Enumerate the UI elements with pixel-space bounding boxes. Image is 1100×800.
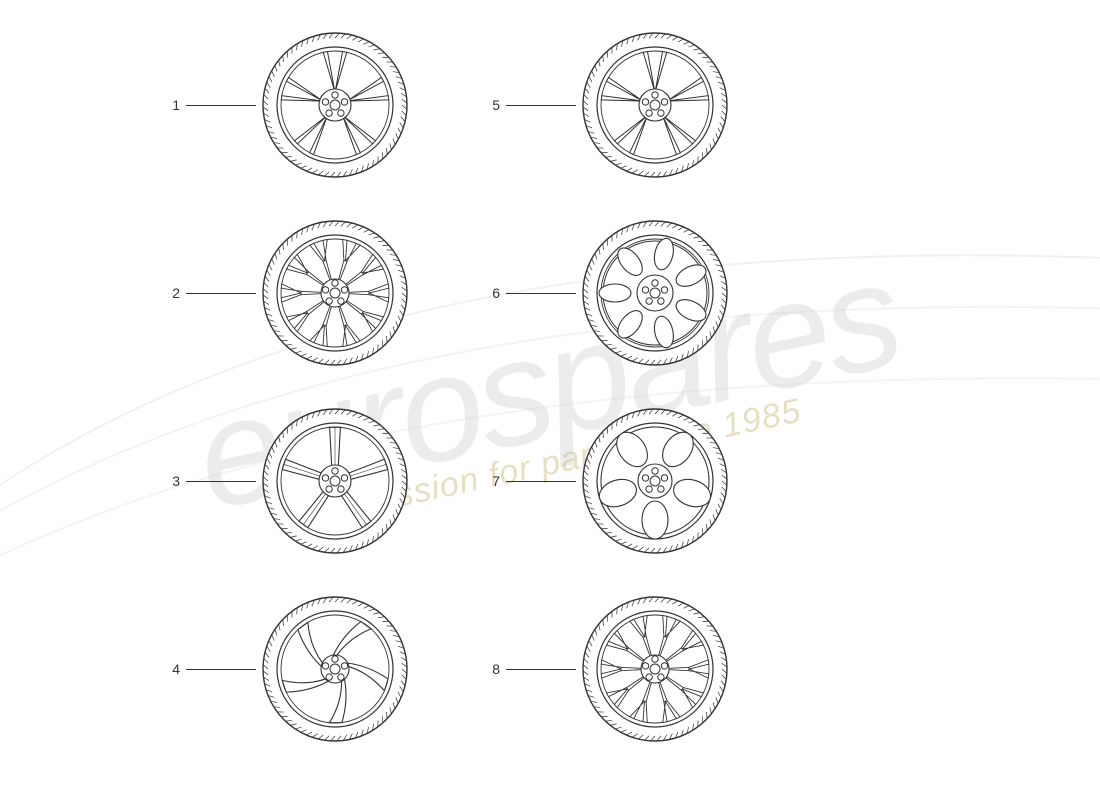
callout-line xyxy=(506,105,576,106)
callout-number: 6 xyxy=(484,285,500,301)
wheel-grid: 1 2 3 4 5 6 7 8 xyxy=(0,0,1100,800)
callout-number: 8 xyxy=(484,661,500,677)
callout-line xyxy=(186,293,256,294)
callout-line xyxy=(506,669,576,670)
wheel-cell-2: 2 xyxy=(164,218,410,368)
callout-line xyxy=(506,293,576,294)
wheel-round5-icon xyxy=(580,406,730,556)
callout-line xyxy=(186,669,256,670)
wheel-cell-7: 7 xyxy=(484,406,730,556)
wheel-cell-5: 5 xyxy=(484,30,730,180)
callout-line xyxy=(186,481,256,482)
callout-number: 2 xyxy=(164,285,180,301)
wheel-twist5-icon xyxy=(260,594,410,744)
callout-line xyxy=(186,105,256,106)
wheel-mesh-icon xyxy=(260,218,410,368)
wheel-v10-icon xyxy=(260,30,410,180)
wheel-mesh-icon xyxy=(580,594,730,744)
wheel-cell-1: 1 xyxy=(164,30,410,180)
wheel-star5-icon xyxy=(260,406,410,556)
callout-number: 3 xyxy=(164,473,180,489)
wheel-cell-8: 8 xyxy=(484,594,730,744)
callout-line xyxy=(506,481,576,482)
callout-number: 7 xyxy=(484,473,500,489)
wheel-cell-4: 4 xyxy=(164,594,410,744)
callout-number: 5 xyxy=(484,97,500,113)
callout-number: 4 xyxy=(164,661,180,677)
callout-number: 1 xyxy=(164,97,180,113)
wheel-cell-3: 3 xyxy=(164,406,410,556)
wheel-v10-icon xyxy=(580,30,730,180)
wheel-petal7-icon xyxy=(580,218,730,368)
wheel-cell-6: 6 xyxy=(484,218,730,368)
